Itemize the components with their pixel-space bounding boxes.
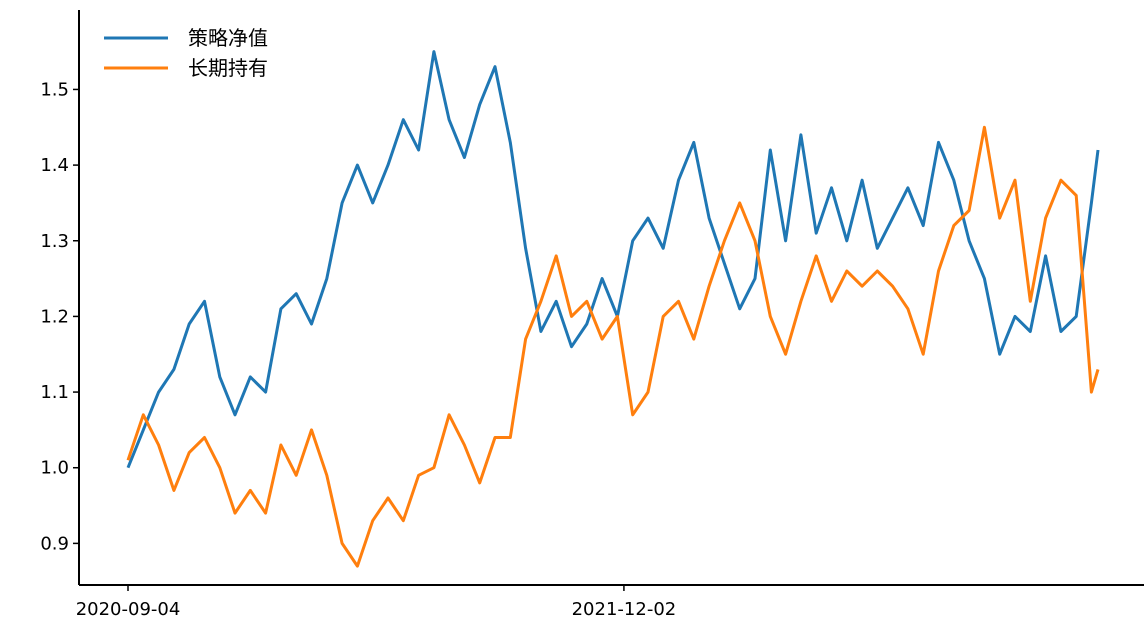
y-tick-label: 1.2 [40,306,69,327]
series-line-1 [126,50,1100,469]
x-tick-label: 2021-12-02 [572,599,677,620]
x-tick-label: 2020-09-04 [76,599,181,620]
y-tick-label: 1.3 [40,231,69,252]
y-tick-label: 0.9 [40,533,69,554]
axes: 0.9 1.0 1.1 1.2 1.3 1.4 1.5 2020-09-04 2021-12-0… [40,10,1144,620]
y-tick-label: 1.4 [40,155,69,176]
y-tick-label: 1.5 [40,79,69,100]
series-line-2 [126,125,1100,568]
plot-area [126,50,1100,568]
y-tick-label: 1.0 [40,458,69,479]
y-tick-label: 1.1 [40,382,69,403]
legend-label-2: 长期持有 [188,56,268,80]
legend-label-1: 策略净值 [188,26,268,50]
